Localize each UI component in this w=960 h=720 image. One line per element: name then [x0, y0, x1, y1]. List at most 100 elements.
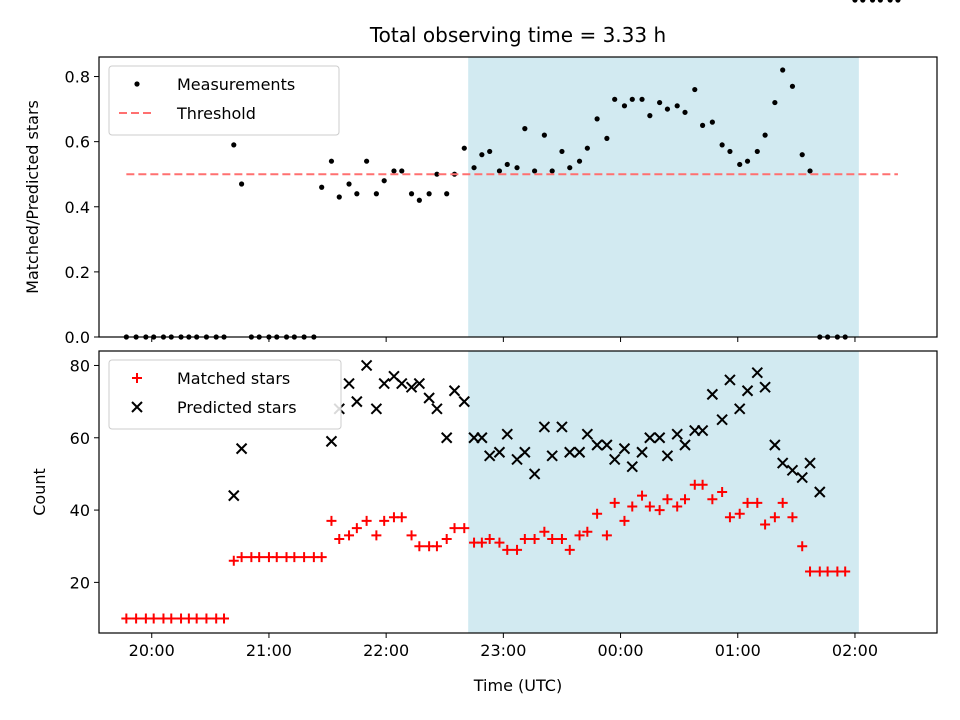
data-point: [448, 385, 461, 397]
series-measurements: [123, 0, 901, 340]
data-point: [493, 446, 506, 458]
data-point: [564, 544, 575, 555]
data-point: [639, 96, 645, 102]
data-point: [476, 537, 487, 548]
data-point: [601, 530, 612, 541]
data-point: [416, 197, 422, 203]
plot-frame: [98, 350, 938, 634]
data-point: [717, 487, 728, 497]
data-point: [431, 541, 442, 552]
data-point: [716, 413, 728, 426]
data-point: [679, 439, 691, 451]
legend-marker: [134, 81, 140, 87]
chart-title: Total observing time = 3.33 h: [369, 23, 666, 47]
data-point: [201, 613, 212, 624]
data-point: [444, 191, 450, 197]
data-point: [351, 523, 362, 534]
data-point: [494, 537, 505, 548]
data-point: [594, 116, 600, 122]
data-point: [581, 428, 594, 440]
data-point: [519, 446, 531, 458]
data-point: [378, 377, 390, 390]
data-point: [672, 501, 683, 512]
data-point: [529, 534, 540, 544]
data-point: [360, 359, 373, 372]
data-point: [573, 446, 586, 458]
data-point: [373, 191, 379, 197]
data-point: [887, 0, 893, 3]
data-point: [121, 613, 132, 624]
data-point: [869, 0, 876, 3]
data-point: [877, 0, 883, 3]
data-point: [609, 497, 620, 508]
data-point: [440, 432, 453, 444]
y-axis-label: Matched/Predicted stars: [23, 100, 42, 294]
x-tick-label: 20:00: [129, 641, 175, 660]
data-point: [786, 464, 799, 477]
data-point: [532, 168, 538, 174]
data-point: [254, 552, 265, 563]
observing-window-span: [468, 57, 859, 337]
data-point: [777, 497, 788, 508]
data-point: [772, 99, 778, 106]
data-point: [406, 530, 417, 541]
data-point: [471, 165, 477, 171]
data-point: [344, 530, 355, 541]
data-point: [734, 508, 745, 519]
data-point: [680, 494, 691, 505]
data-point: [608, 453, 621, 466]
data-point: [895, 0, 901, 3]
data-point: [326, 515, 337, 526]
data-point: [219, 613, 230, 624]
data-point: [805, 566, 816, 577]
data-point: [379, 515, 390, 526]
panel-ratio: 0.0 0.2 0.4 0.6 0.8 Matched/Predicted stars Me…: [23, 0, 938, 347]
data-point: [797, 541, 808, 552]
data-point: [476, 432, 488, 444]
data-point: [131, 613, 142, 624]
data-point: [657, 99, 663, 106]
data-point: [361, 515, 372, 526]
panel-count: 20:00 21:00 22:00 23:00 00:00 01:00 02:00 20 40 6…: [30, 350, 938, 660]
data-point: [780, 67, 786, 73]
y-tick-label: 0.8: [65, 68, 90, 87]
data-point: [236, 552, 247, 563]
x-tick-label: 22:00: [363, 641, 409, 660]
data-point: [238, 181, 245, 187]
data-point: [776, 457, 789, 469]
data-point: [706, 388, 719, 401]
data-point: [709, 119, 715, 125]
data-point: [381, 178, 387, 184]
data-point: [591, 439, 603, 451]
data-point: [814, 486, 826, 498]
data-point: [804, 457, 816, 469]
y-tick-label: 0.4: [65, 198, 90, 217]
data-point: [807, 168, 813, 174]
data-point: [626, 460, 638, 473]
data-point: [514, 165, 520, 171]
data-point: [627, 501, 638, 512]
data-point: [449, 523, 460, 534]
data-point: [682, 109, 688, 115]
data-point: [601, 439, 613, 451]
data-point: [166, 613, 177, 624]
legend-marker: [131, 401, 143, 413]
data-point: [423, 392, 435, 404]
data-point: [787, 512, 798, 523]
data-point: [727, 148, 733, 155]
legend-label: Measurements: [177, 75, 295, 94]
data-point: [370, 403, 383, 415]
data-point: [584, 145, 590, 151]
y-tick-label: 60: [70, 429, 90, 448]
data-point: [629, 96, 635, 102]
x-tick-label: 00:00: [597, 641, 643, 660]
data-point: [619, 515, 630, 526]
x-tick-label: 23:00: [480, 641, 526, 660]
data-point: [796, 471, 808, 484]
data-point: [737, 161, 743, 168]
data-point: [414, 541, 425, 552]
data-point: [564, 446, 576, 458]
data-point: [539, 526, 550, 537]
y-tick-label: 80: [70, 356, 90, 375]
